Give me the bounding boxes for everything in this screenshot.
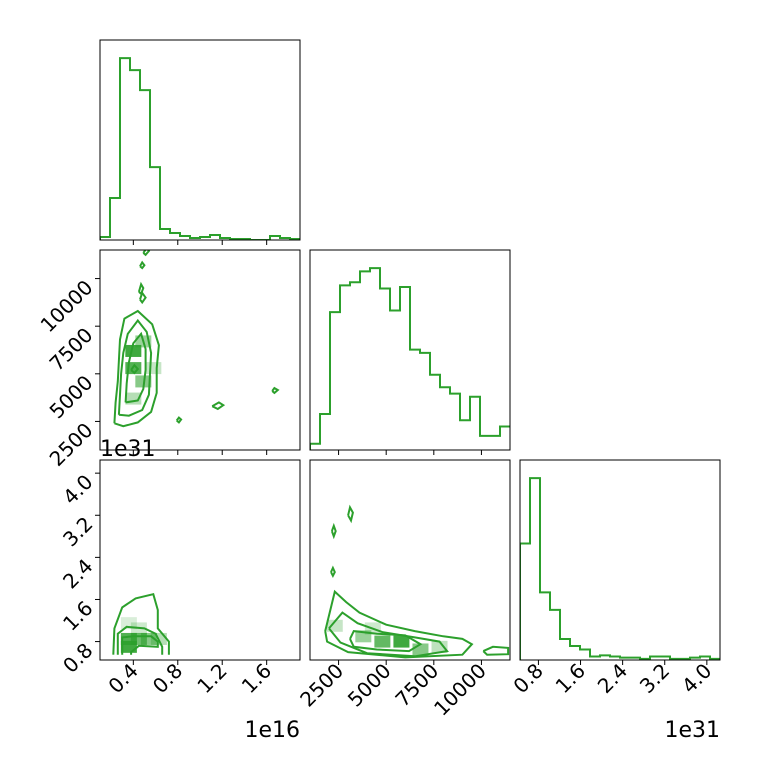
x-tick-label: 1.6: [551, 659, 590, 698]
frame-layer: [99, 39, 721, 661]
y-tick-label: 0.8: [58, 638, 97, 677]
panel-frame-0-0: [99, 39, 301, 241]
density-cell: [393, 635, 410, 648]
y-tick-label: 4.0: [58, 470, 97, 509]
offset-label-param-0-bottom: 1e16: [244, 718, 300, 743]
contours-param-0-2: [112, 593, 170, 655]
contour-island: [347, 504, 354, 524]
contours-param-1-2: [324, 504, 510, 659]
contour-outer: [112, 593, 170, 655]
density-layer: [120, 335, 448, 656]
x-tick-label: 3.2: [635, 659, 674, 698]
histogram-step-line: [310, 267, 510, 450]
x-tick-label: 0.4: [103, 659, 142, 698]
panel-frame-2-1: [309, 459, 511, 661]
contour-middle: [328, 611, 449, 658]
panel-frame-1-1: [309, 249, 511, 451]
density-cell: [145, 362, 162, 375]
y-tick-label: 5000: [45, 370, 98, 423]
x-tick-label: 1.6: [237, 659, 276, 698]
offset-label-param-2-bottom: 1e31: [664, 718, 720, 743]
contour-inner: [124, 331, 147, 404]
contour-island: [330, 522, 337, 540]
x-tick-label: 2500: [295, 659, 348, 712]
density-param-0-2: [120, 617, 167, 653]
density-cell: [125, 344, 142, 357]
density-cell: [120, 617, 137, 630]
contour-island: [130, 363, 140, 375]
x-tick-label: 0.8: [148, 659, 187, 698]
x-tick-label: 4.0: [677, 659, 716, 698]
histogram-param-0: [100, 57, 300, 240]
histogram-step-line: [520, 477, 720, 660]
x-tick-label: 5000: [343, 659, 396, 712]
offset-label-param-1-left: 1e31: [100, 437, 156, 462]
y-tick-label: 2500: [45, 418, 98, 471]
x-tick-label: 10000: [429, 659, 491, 721]
contours-param-0-1: [113, 250, 280, 428]
contour-inner: [349, 630, 423, 653]
y-tick-label: 10000: [36, 275, 98, 337]
density-cell: [431, 640, 448, 653]
contour-island: [482, 645, 510, 656]
x-tick-label: 1.2: [192, 659, 231, 698]
histogram-step-line: [100, 57, 300, 240]
x-tick-label: 2.4: [593, 659, 632, 698]
density-cell: [374, 635, 391, 648]
x-tick-label: 0.8: [508, 659, 547, 698]
contour-island: [330, 565, 336, 578]
panel-frame-2-0: [99, 459, 301, 661]
contour-inner: [121, 635, 159, 655]
contour-island: [137, 281, 145, 296]
contour-island: [139, 260, 146, 270]
panel-frame-2-2: [519, 459, 721, 661]
contour-island: [211, 401, 226, 411]
y-tick-label: 3.2: [58, 512, 97, 551]
density-cell: [326, 619, 343, 632]
histogram-param-1: [310, 267, 510, 450]
density-param-1-2: [326, 619, 448, 656]
y-tick-label: 2.4: [58, 554, 97, 593]
contour-island: [142, 250, 151, 257]
curve-layer: [100, 57, 720, 660]
y-tick-label: 1.6: [58, 596, 97, 635]
contour-island: [175, 416, 183, 424]
contour-island: [271, 386, 280, 395]
histogram-param-2: [520, 477, 720, 660]
panel-frame-1-0: [99, 249, 301, 451]
contour-middle: [117, 318, 153, 417]
contour-outer: [113, 309, 160, 428]
contour-middle: [116, 625, 164, 655]
contour-outer: [324, 589, 474, 659]
